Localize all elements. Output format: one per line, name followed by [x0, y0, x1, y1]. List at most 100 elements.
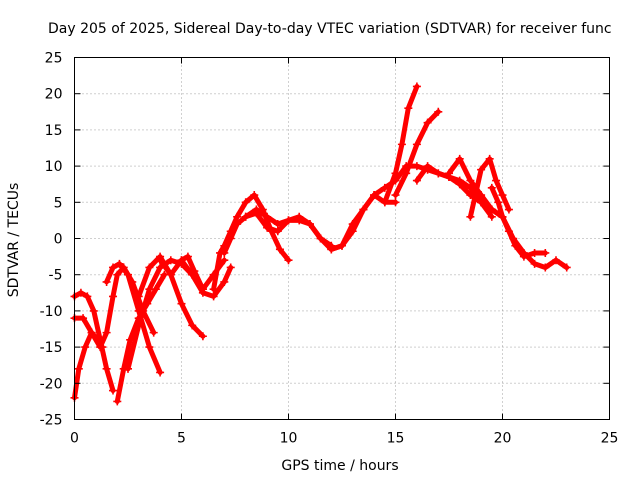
data-point: [145, 285, 154, 294]
data-point: [284, 216, 293, 225]
data-point: [183, 252, 192, 261]
data-point: [273, 220, 282, 229]
data-point: [275, 245, 284, 254]
data-point: [113, 397, 122, 406]
data-series: [70, 82, 571, 406]
series-trace: [466, 154, 513, 221]
data-point: [233, 220, 242, 229]
data-point: [188, 270, 197, 279]
data-point: [541, 248, 550, 257]
y-tick-label: -5: [49, 268, 63, 284]
data-point: [198, 288, 207, 297]
data-point: [338, 241, 346, 250]
data-point: [273, 227, 282, 236]
series-trace: [156, 252, 229, 294]
data-point: [530, 248, 539, 257]
data-point: [466, 212, 475, 221]
data-point: [102, 328, 111, 337]
y-tick-label: 20: [45, 87, 63, 103]
data-point: [209, 292, 218, 301]
y-axis-label: SDTVAR / TECUs: [6, 183, 22, 298]
data-point: [250, 191, 259, 200]
data-point: [397, 140, 406, 149]
data-point: [487, 205, 496, 214]
data-point: [220, 277, 229, 286]
data-point: [509, 234, 518, 243]
data-point: [263, 212, 272, 221]
x-tick-label: 5: [177, 431, 186, 447]
data-point: [156, 368, 165, 377]
data-point: [412, 162, 421, 171]
series-trace: [498, 212, 571, 272]
data-point: [487, 183, 496, 192]
series-line: [157, 254, 227, 292]
data-point: [252, 205, 261, 214]
data-point: [226, 263, 235, 272]
data-point: [109, 386, 118, 395]
x-tick-label: 10: [280, 431, 298, 447]
data-point: [412, 176, 421, 185]
data-point: [96, 343, 105, 352]
y-tick-label: 5: [54, 195, 63, 211]
data-point: [74, 364, 83, 373]
data-point: [562, 263, 571, 272]
data-point: [124, 270, 132, 279]
series-line: [467, 156, 512, 220]
data-point: [494, 198, 503, 207]
data-point: [423, 118, 432, 127]
data-point: [166, 270, 175, 279]
data-point: [434, 169, 443, 178]
data-point: [198, 332, 207, 341]
data-point: [149, 328, 158, 337]
data-point: [434, 107, 443, 116]
data-point: [241, 212, 250, 221]
data-point: [504, 205, 513, 214]
data-point: [455, 154, 464, 163]
data-point: [485, 154, 494, 163]
series-line: [328, 163, 495, 252]
grid-lines: [74, 57, 610, 420]
series-line: [179, 257, 234, 299]
series-trace: [177, 256, 235, 301]
data-point: [220, 248, 229, 257]
data-point: [498, 191, 507, 200]
data-point: [145, 263, 154, 272]
data-point: [113, 270, 122, 279]
data-point: [156, 256, 165, 265]
data-point: [76, 288, 85, 297]
data-point: [134, 321, 143, 330]
data-point: [316, 234, 325, 243]
x-tick-label: 15: [387, 431, 405, 447]
data-point: [81, 343, 90, 352]
data-point: [177, 299, 186, 308]
data-point: [477, 165, 486, 174]
axis-ticks: 0 5 10 15 20 25 -25 -20 -15 -10 -5 0 5 10 15 20 25: [40, 51, 619, 447]
y-tick-label: 0: [54, 232, 63, 248]
data-point: [445, 169, 453, 178]
chart-title: Day 205 of 2025, Sidereal Day-to-day VTE…: [48, 21, 612, 37]
data-point: [327, 245, 336, 254]
data-point: [348, 220, 357, 229]
data-point: [391, 191, 400, 200]
data-point: [124, 364, 132, 373]
series-trace: [209, 191, 293, 294]
data-point: [295, 216, 304, 225]
data-point: [145, 343, 154, 352]
data-point: [412, 140, 421, 149]
x-tick-label: 25: [601, 431, 619, 447]
data-point: [83, 292, 92, 301]
data-point: [102, 277, 111, 286]
data-point: [487, 212, 496, 221]
data-point: [89, 306, 98, 315]
data-point: [541, 263, 550, 272]
series-trace: [102, 259, 165, 377]
data-point: [209, 285, 218, 294]
data-point: [263, 223, 272, 232]
x-tick-label: 0: [70, 431, 79, 447]
data-point: [134, 292, 143, 301]
series-trace: [391, 107, 443, 200]
data-point: [391, 169, 400, 178]
data-point: [166, 256, 175, 265]
y-tick-label: 25: [45, 51, 63, 67]
